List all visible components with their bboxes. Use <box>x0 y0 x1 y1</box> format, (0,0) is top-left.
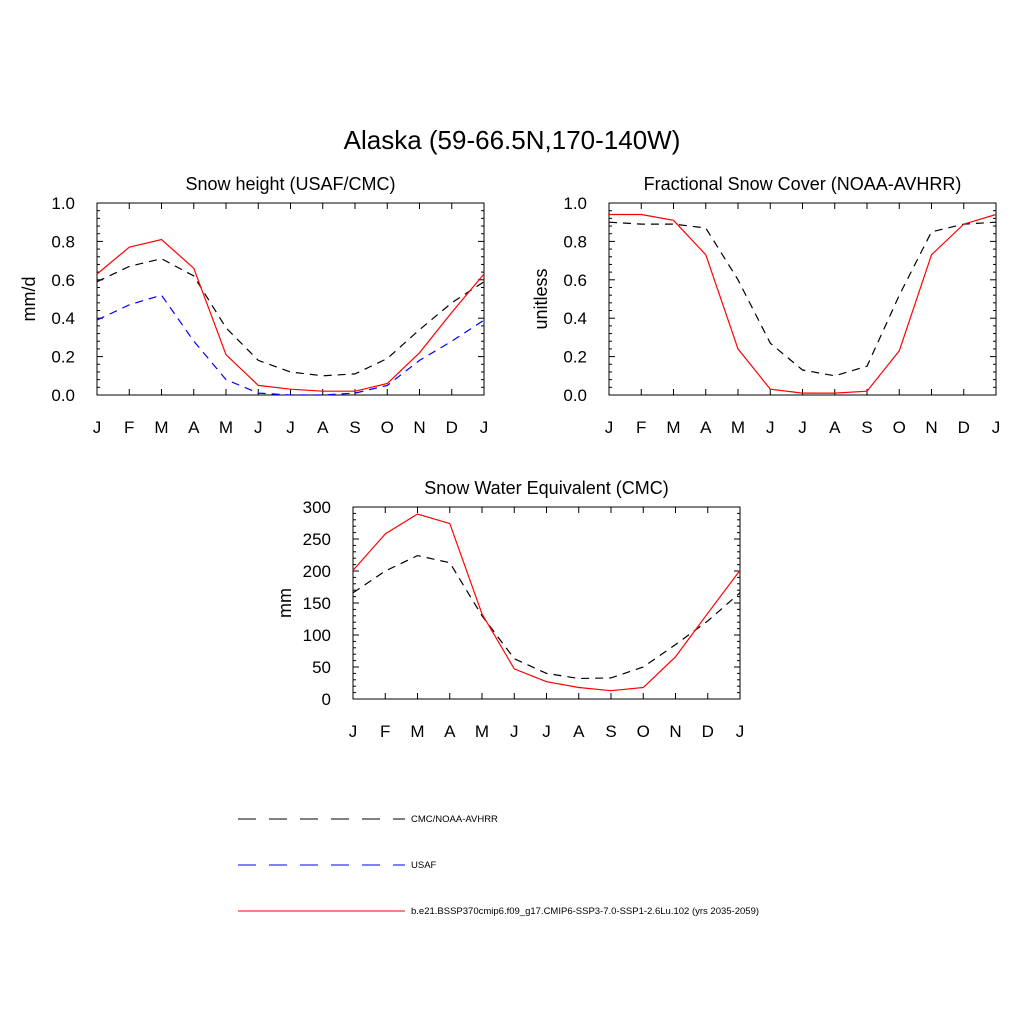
y-tick-label: 0 <box>322 690 331 709</box>
panel-title: Snow Water Equivalent (CMC) <box>424 478 668 498</box>
x-tick-label: J <box>349 722 358 741</box>
x-tick-label: M <box>475 722 489 741</box>
series-line-1 <box>352 513 741 692</box>
y-axis-label: mm <box>275 588 295 618</box>
x-tick-label: J <box>510 722 519 741</box>
x-tick-label: A <box>188 418 200 437</box>
series-line-2 <box>96 238 485 392</box>
y-tick-label: 0.6 <box>51 271 75 290</box>
y-tick-label: 250 <box>303 530 331 549</box>
x-tick-label: J <box>798 418 807 437</box>
series-line-0 <box>608 221 997 377</box>
series-line-1 <box>609 213 997 394</box>
x-tick-label: N <box>925 418 937 437</box>
y-tick-label: 0.0 <box>563 386 587 405</box>
y-tick-label: 1.0 <box>563 194 587 213</box>
y-axis-label: unitless <box>531 268 551 329</box>
x-tick-label: D <box>702 722 714 741</box>
plot-frame <box>608 202 997 396</box>
x-tick-label: N <box>413 418 425 437</box>
x-tick-label: O <box>893 418 906 437</box>
x-tick-label: J <box>605 418 614 437</box>
y-tick-label: 200 <box>303 562 331 581</box>
x-tick-label: D <box>446 418 458 437</box>
series-line-1 <box>96 294 485 396</box>
panel-snow-height: Snow height (USAF/CMC)mm/dJ F M A M J J A S O N D J0… <box>19 174 488 437</box>
x-tick-label: A <box>444 722 456 741</box>
x-tick-label: M <box>731 418 745 437</box>
figure-title: Alaska (59-66.5N,170-140W) <box>344 125 681 155</box>
y-tick-label: 150 <box>303 594 331 613</box>
x-tick-label: J <box>992 418 1001 437</box>
legend-label: USAF <box>411 860 437 871</box>
y-tick-label: 100 <box>303 626 331 645</box>
series-line-0 <box>352 554 741 680</box>
x-tick-label: M <box>410 722 424 741</box>
x-tick-label: J <box>286 418 295 437</box>
legend: CMC/NOAA-AVHRR USAF b.e21.BSSP370cmip6.f09… <box>238 814 759 917</box>
x-tick-label: M <box>219 418 233 437</box>
y-tick-label: 1.0 <box>51 194 75 213</box>
x-tick-label: F <box>380 722 390 741</box>
y-axis-label: mm/d <box>19 277 39 322</box>
x-tick-label: D <box>958 418 970 437</box>
panel-title: Fractional Snow Cover (NOAA-AVHRR) <box>644 174 962 194</box>
legend-label: b.e21.BSSP370cmip6.f09_g17.CMIP6-SSP3-7.… <box>411 906 759 917</box>
x-tick-label: J <box>480 418 489 437</box>
x-tick-label: O <box>381 418 394 437</box>
x-tick-label: N <box>669 722 681 741</box>
x-tick-label: J <box>542 722 551 741</box>
panel-title: Snow height (USAF/CMC) <box>185 174 395 194</box>
x-tick-label: F <box>124 418 134 437</box>
plot-frame <box>352 506 741 700</box>
x-tick-label: A <box>700 418 712 437</box>
x-tick-label: M <box>666 418 680 437</box>
x-tick-label: S <box>861 418 872 437</box>
legend-label: CMC/NOAA-AVHRR <box>411 814 498 825</box>
y-tick-label: 0.0 <box>51 386 75 405</box>
y-tick-label: 300 <box>303 498 331 517</box>
x-tick-label: J <box>736 722 745 741</box>
y-tick-label: 0.6 <box>563 271 587 290</box>
y-tick-label: 0.8 <box>51 232 75 251</box>
x-tick-label: M <box>154 418 168 437</box>
x-tick-label: F <box>636 418 646 437</box>
x-tick-label: S <box>349 418 360 437</box>
y-tick-label: 0.8 <box>563 232 587 251</box>
x-tick-label: S <box>605 722 616 741</box>
x-tick-label: J <box>254 418 263 437</box>
x-tick-label: A <box>317 418 329 437</box>
series-line-0 <box>96 258 485 377</box>
x-tick-label: A <box>829 418 841 437</box>
y-tick-label: 0.2 <box>563 348 587 367</box>
panel-fractional-snow-cover: Fractional Snow Cover (NOAA-AVHRR) unitle… <box>531 174 1000 437</box>
y-tick-label: 0.4 <box>563 309 587 328</box>
x-tick-label: A <box>573 722 585 741</box>
x-tick-label: O <box>637 722 650 741</box>
panel-snow-water-equivalent: Snow Water Equivalent (CMC)mmJ F M A M J J A S O N… <box>275 478 744 741</box>
x-tick-label: J <box>93 418 102 437</box>
y-tick-label: 0.2 <box>51 348 75 367</box>
y-tick-label: 0.4 <box>51 309 75 328</box>
plot-frame <box>96 202 485 396</box>
x-tick-label: J <box>766 418 775 437</box>
y-tick-label: 50 <box>312 658 331 677</box>
